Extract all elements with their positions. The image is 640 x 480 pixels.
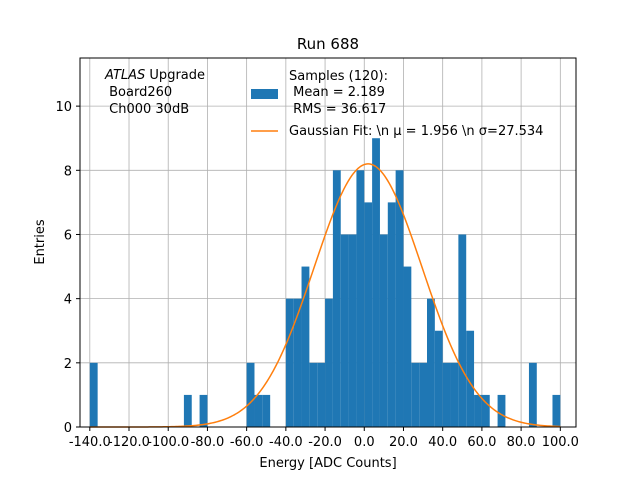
x-tick-label: 100.0	[542, 435, 579, 450]
y-tick-label: 2	[64, 357, 72, 372]
x-tick-label: 20.0	[389, 435, 418, 450]
x-tick-label: -140.0	[69, 435, 111, 450]
x-tick-label: -120.0	[108, 435, 150, 450]
histogram-bar	[427, 298, 435, 427]
y-axis-label: Entries	[33, 219, 48, 265]
histogram-bar	[466, 330, 475, 427]
histogram-bar	[254, 394, 263, 427]
x-tick-label: -80.0	[191, 435, 225, 450]
x-tick-label: 40.0	[428, 435, 457, 450]
annotation-line-1: ATLAS Upgrade	[104, 68, 205, 83]
histogram-bar	[356, 170, 365, 427]
histogram-bar	[450, 362, 459, 427]
histogram-bar	[481, 394, 490, 427]
y-tick-label: 0	[64, 421, 72, 436]
histogram-bar	[246, 362, 255, 427]
histogram-bar	[497, 394, 506, 427]
annotation-line-2: Board260	[105, 85, 172, 100]
histogram-bar	[434, 330, 443, 427]
legend-label-fit: Gaussian Fit: \n μ = 1.956 \n σ=27.534	[289, 124, 543, 139]
histogram-bar	[474, 394, 482, 427]
y-tick-label: 4	[64, 293, 72, 308]
histogram-bar	[364, 202, 373, 427]
histogram-bars	[89, 138, 561, 427]
histogram-bar	[458, 234, 467, 427]
histogram-bar	[348, 234, 357, 427]
histogram-bar	[387, 202, 396, 427]
histogram-bar	[317, 362, 326, 427]
histogram-bar	[403, 266, 412, 427]
y-tick-label: 6	[64, 228, 72, 243]
annotation-atlas: ATLAS	[104, 68, 145, 83]
histogram-bar	[285, 298, 294, 427]
histogram-bar	[379, 234, 388, 427]
histogram-bar	[301, 266, 310, 427]
x-tick-label: 0.0	[354, 435, 375, 450]
histogram-bar	[89, 362, 98, 427]
histogram-bar	[442, 362, 451, 427]
y-tick-label: 10	[55, 100, 72, 115]
x-axis-label: Energy [ADC Counts]	[259, 456, 396, 471]
chart-title: Run 688	[297, 35, 359, 53]
histogram-bar	[552, 394, 561, 427]
annotation-upgrade: Upgrade	[149, 68, 205, 83]
histogram-bar	[183, 394, 192, 427]
x-tick-label: -100.0	[147, 435, 189, 450]
atlas-annotation: ATLAS Upgrade Board260 Ch000 30dB	[104, 68, 205, 117]
histogram-bar	[372, 138, 380, 427]
x-axis-ticks: -140.0-120.0-100.0 -80.0 -60.0 -40.0 -20.0 0.…	[69, 427, 579, 450]
plot-frame	[79, 57, 577, 428]
legend-swatch-histogram	[251, 89, 278, 99]
x-tick-label: 80.0	[507, 435, 536, 450]
histogram-bar	[340, 234, 349, 427]
x-tick-label: -60.0	[230, 435, 264, 450]
histogram-bar	[395, 170, 404, 427]
legend-label-rms: RMS = 36.617	[289, 102, 386, 117]
legend-label-mean: Mean = 2.189	[289, 85, 385, 100]
x-tick-label: -20.0	[308, 435, 342, 450]
histogram-bar	[293, 298, 302, 427]
histogram-bar	[199, 394, 208, 427]
histogram-bar	[309, 362, 318, 427]
y-tick-label: 8	[64, 164, 72, 179]
histogram-bar	[419, 362, 428, 427]
y-axis-ticks: 0 2 4 6 8 10	[55, 100, 80, 436]
histogram-bar	[325, 298, 333, 427]
histogram-bar	[262, 394, 271, 427]
x-tick-label: -40.0	[269, 435, 303, 450]
histogram-bar	[528, 362, 537, 427]
annotation-line-3: Ch000 30dB	[105, 102, 189, 117]
legend-label-samples: Samples (120):	[289, 69, 388, 84]
histogram-bar	[411, 362, 420, 427]
legend: Samples (120): Mean = 2.189 RMS = 36.617…	[251, 69, 543, 139]
x-tick-label: 60.0	[467, 435, 496, 450]
histogram-bar	[332, 170, 341, 427]
